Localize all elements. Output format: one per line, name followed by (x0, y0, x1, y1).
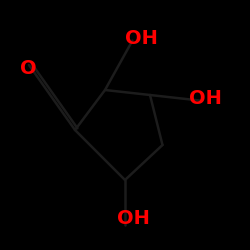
Text: OH: OH (117, 209, 150, 228)
Text: OH: OH (188, 89, 222, 108)
Text: O: O (20, 59, 37, 78)
Text: OH: OH (125, 29, 158, 48)
